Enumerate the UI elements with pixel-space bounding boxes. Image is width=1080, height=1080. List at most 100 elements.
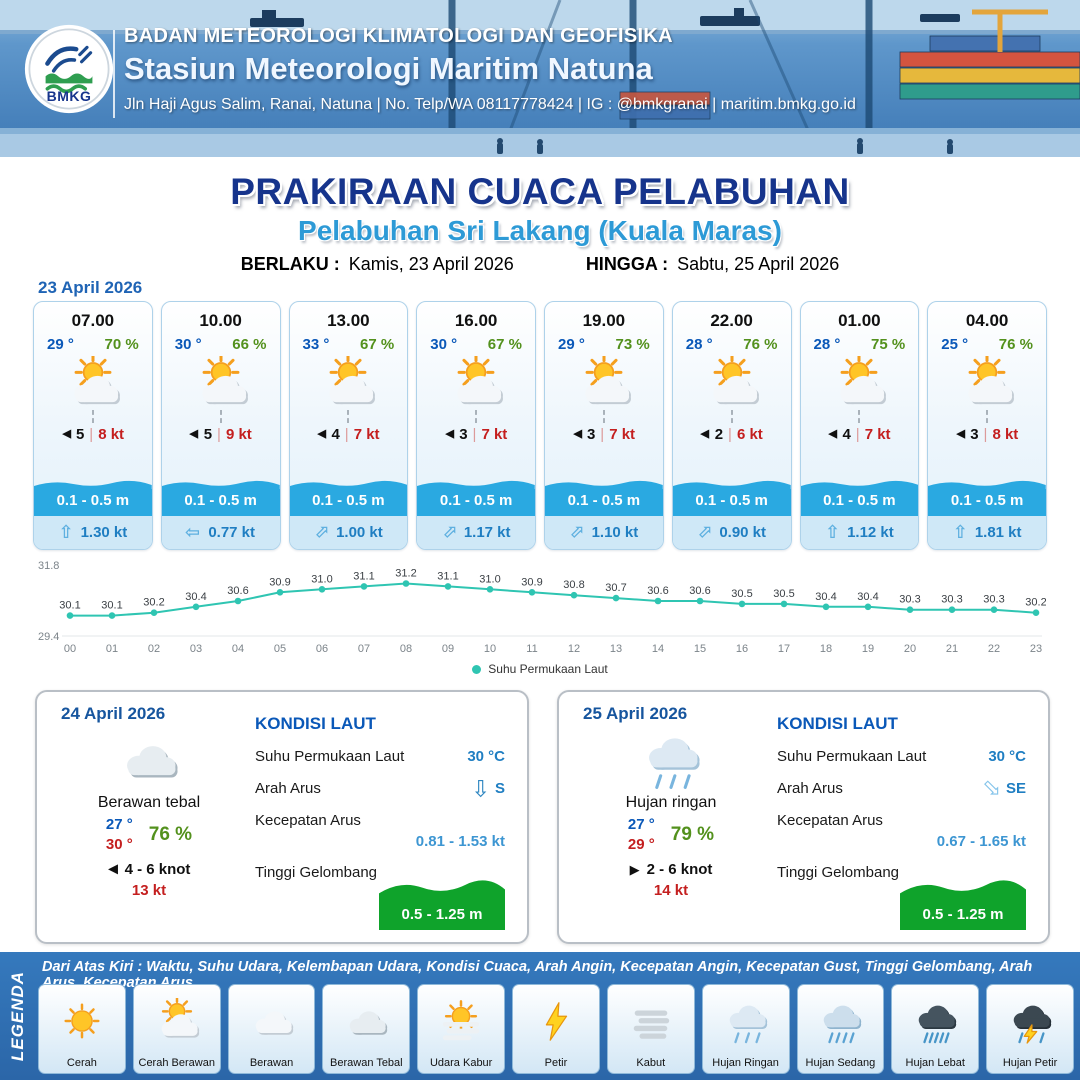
svg-text:01: 01 bbox=[106, 643, 118, 655]
sst-chart-svg: 31.8 29.4 30.1 00 30.1 01 30.2 02 30.4 03 30.6 04 30… bbox=[38, 560, 1046, 655]
current-row: ⇧ 1.81 kt bbox=[928, 516, 1046, 549]
svg-text:10: 10 bbox=[484, 643, 496, 655]
wind-row: ▶ 4 | 7 kt bbox=[801, 426, 919, 443]
svg-text:20: 20 bbox=[904, 643, 916, 655]
current-speed-label: Kecepatan Arus bbox=[255, 811, 361, 829]
card-humidity: 73 % bbox=[615, 336, 650, 353]
sea-band: 0.1 - 0.5 m ⇧ 1.10 kt bbox=[545, 480, 663, 549]
forecast-card: 07.00 29 ° 70 % ▶ 5 | 8 kt 0.1 - bbox=[33, 301, 153, 550]
svg-text:13: 13 bbox=[610, 643, 622, 655]
current-row: ⇧ 1.30 kt bbox=[34, 516, 152, 549]
legend-item-icon bbox=[533, 985, 579, 1057]
valid-from-label: BERLAKU : bbox=[240, 254, 340, 274]
wind-direction-icon: ▶ bbox=[828, 427, 838, 442]
card-temperature: 28 ° bbox=[813, 336, 841, 353]
wave-shape bbox=[545, 480, 663, 489]
valid-to-label: HINGGA : bbox=[585, 254, 669, 274]
svg-text:30.3: 30.3 bbox=[983, 594, 1004, 606]
daily-condition: Hujan ringan bbox=[625, 794, 717, 811]
legend-items: Cerah Cerah Berawan Berawan Berawan Teba… bbox=[38, 984, 1074, 1074]
daily-summary: Hujan ringan 27 ° 29 ° 79 % ▶ 2 - 6 knot… bbox=[573, 728, 769, 899]
wind-separator: | bbox=[600, 426, 605, 443]
svg-text:30.7: 30.7 bbox=[605, 582, 626, 594]
svg-text:30.9: 30.9 bbox=[269, 576, 290, 588]
wave-height: 0.1 - 0.5 m bbox=[417, 489, 535, 516]
daily-temps: 27 ° 29 ° 79 % bbox=[573, 816, 769, 853]
current-direction: ⇧ SE bbox=[975, 772, 1026, 804]
legend-item: Berawan bbox=[227, 984, 316, 1074]
current-row: ⇧ 1.12 kt bbox=[800, 516, 919, 549]
dashed-divider bbox=[91, 410, 94, 423]
current-direction-icon: ⇧ bbox=[952, 522, 968, 542]
wind-direction-icon: ▶ bbox=[700, 427, 710, 442]
wave-height-value: 0.5 - 1.25 m bbox=[401, 906, 483, 923]
chart-legend: Suhu Permukaan Laut bbox=[34, 662, 1046, 676]
legend-item-icon bbox=[817, 985, 863, 1057]
svg-text:30.8: 30.8 bbox=[563, 579, 584, 591]
header-divider bbox=[113, 30, 115, 118]
current-direction-icon: ⇧ bbox=[183, 524, 204, 541]
valid-from: BERLAKU : Kamis, 23 April 2026 bbox=[241, 254, 514, 275]
forecast-date: 23 April 2026 bbox=[38, 278, 143, 297]
wind-row: ▶ 5 | 9 kt bbox=[162, 426, 280, 443]
agency-name: BADAN METEOROLOGI KLIMATOLOGI DAN GEOFIS… bbox=[124, 25, 673, 47]
wave-height: 0.1 - 0.5 m bbox=[289, 489, 408, 516]
legend-item: Berawan Tebal bbox=[322, 984, 411, 1074]
dashed-divider bbox=[347, 410, 350, 423]
wave-shape bbox=[417, 480, 535, 489]
current-direction: ⇧ S bbox=[471, 775, 505, 801]
bmkg-logo: BMKG bbox=[24, 24, 114, 114]
card-humidity: 67 % bbox=[360, 336, 395, 353]
legend-item-icon bbox=[723, 985, 769, 1057]
page-title: PRAKIRAAN CUACA PELABUHAN bbox=[230, 171, 850, 212]
current-speed: 1.17 kt bbox=[463, 524, 511, 541]
wind-direction-icon: ▶ bbox=[189, 427, 199, 442]
daily-date: 24 April 2026 bbox=[61, 704, 166, 723]
green-wave-shape bbox=[900, 880, 1026, 930]
legend-item: Petir bbox=[512, 984, 600, 1074]
legend-item: Hujan Lebat bbox=[891, 984, 980, 1074]
valid-to-date: Sabtu, 25 April 2026 bbox=[677, 254, 840, 274]
legend-item-icon bbox=[343, 985, 389, 1057]
wave-height-value: 0.5 - 1.25 m bbox=[922, 906, 1004, 923]
weather-icon bbox=[958, 356, 1016, 412]
weather-icon bbox=[830, 356, 888, 412]
daily-temps: 27 ° 30 ° 76 % bbox=[51, 816, 247, 853]
wind-gust: 6 kt bbox=[736, 426, 763, 443]
daily-gust: 14 kt bbox=[653, 882, 689, 899]
sea-conditions: KONDISI LAUT Suhu Permukaan Laut 30 °C A… bbox=[255, 714, 505, 930]
dashed-divider bbox=[219, 410, 222, 423]
svg-text:31.1: 31.1 bbox=[353, 570, 374, 582]
card-time: 19.00 bbox=[582, 311, 626, 330]
legend-item: Kabut bbox=[606, 984, 695, 1074]
card-time: 07.00 bbox=[71, 311, 115, 330]
current-row: ⇧ 1.10 kt bbox=[545, 516, 663, 549]
wave-height-label: Tinggi Gelombang bbox=[777, 863, 900, 881]
svg-text:30.9: 30.9 bbox=[521, 576, 542, 588]
hourly-forecast-row: 07.00 29 ° 70 % ▶ 5 | 8 kt 0.1 - bbox=[33, 301, 1047, 550]
current-direction-icon: ⇧ bbox=[58, 522, 74, 542]
wind-separator: | bbox=[344, 426, 349, 443]
svg-text:30.6: 30.6 bbox=[689, 585, 710, 597]
legend-item-label: Berawan Tebal bbox=[330, 1057, 403, 1069]
wind-row: ▶ 4 | 7 kt bbox=[290, 426, 408, 443]
legend-item-label: Berawan bbox=[249, 1057, 294, 1069]
card-temperature: 29 ° bbox=[47, 336, 74, 353]
card-temp-humidity: 29 ° 73 % bbox=[545, 336, 663, 353]
legend-item-label: Hujan Sedang bbox=[805, 1057, 876, 1069]
current-speed: 1.12 kt bbox=[847, 524, 894, 541]
daily-temp-min: 27 ° bbox=[105, 816, 133, 833]
card-temperature: 30 ° bbox=[174, 336, 202, 353]
card-temp-humidity: 30 ° 67 % bbox=[417, 336, 535, 353]
sea-conditions-title: KONDISI LAUT bbox=[255, 714, 376, 733]
daily-condition: Berawan tebal bbox=[97, 794, 201, 811]
card-time: 10.00 bbox=[199, 311, 242, 330]
dashed-divider bbox=[986, 410, 989, 423]
wave-height-badge: 0.5 - 1.25 m bbox=[379, 878, 505, 930]
legend-item-icon bbox=[1007, 985, 1053, 1057]
card-temp-humidity: 30 ° 66 % bbox=[162, 336, 280, 353]
current-speed: 0.90 kt bbox=[719, 524, 767, 541]
current-row: ⇧ 0.77 kt bbox=[161, 516, 280, 549]
dashed-divider bbox=[602, 410, 605, 423]
legend-item: Udara Kabur bbox=[417, 984, 506, 1074]
